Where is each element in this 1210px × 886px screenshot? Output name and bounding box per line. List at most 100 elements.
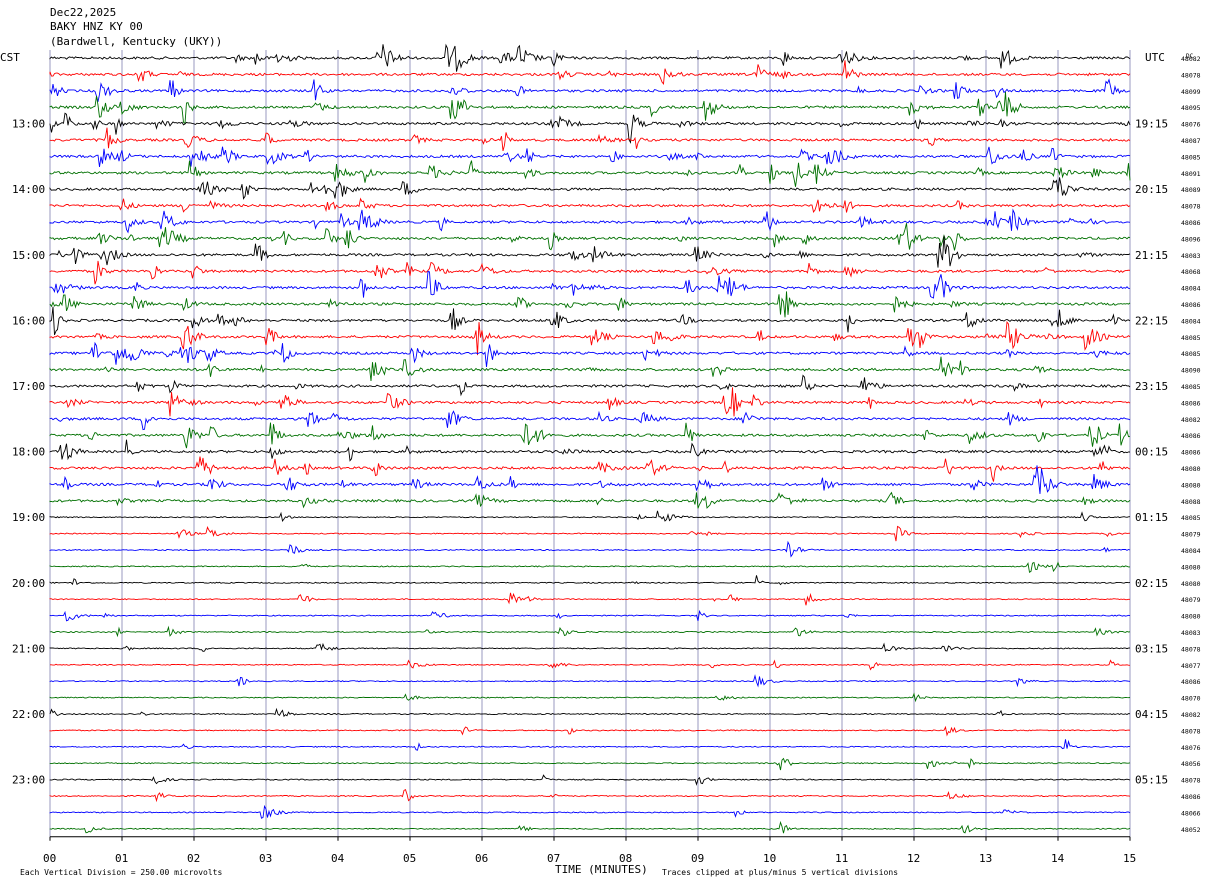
dc-offset-labels: 48082 48078 48099 48095 48076 48087 48085 48091… <box>1181 55 1201 834</box>
dc-offset-label: 48086 <box>1181 219 1201 227</box>
seismic-trace <box>49 820 1131 834</box>
seismic-trace <box>49 341 1131 367</box>
dc-offset-label: 48084 <box>1181 547 1201 555</box>
x-tick-label: 13 <box>979 852 992 865</box>
x-tick-label: 09 <box>691 852 704 865</box>
minute-grid <box>49 50 1131 838</box>
seismic-trace <box>49 356 1131 382</box>
cst-time-label: 16:00 <box>12 314 45 327</box>
utc-time-label: 23:15 <box>1135 380 1168 393</box>
seismic-trace <box>49 223 1131 251</box>
utc-time-label: 01:15 <box>1135 511 1168 524</box>
seismic-trace <box>49 674 1131 688</box>
x-tick-label: 05 <box>403 852 416 865</box>
clip-note: Traces clipped at plus/minus 5 vertical … <box>662 868 898 877</box>
dc-offset-label: 48078 <box>1181 71 1201 79</box>
dc-offset-label: 48086 <box>1181 793 1201 801</box>
cst-time-label: 14:00 <box>12 183 45 196</box>
dc-offset-label: 48099 <box>1181 88 1201 96</box>
seismic-trace <box>49 160 1131 187</box>
cst-time-label: 20:00 <box>12 577 45 590</box>
dc-offset-label: 48085 <box>1181 383 1201 391</box>
station-code: BAKY HNZ KY 00 <box>50 20 143 33</box>
seismic-trace <box>49 320 1131 356</box>
utc-time-label: 05:15 <box>1135 774 1168 787</box>
dc-offset-label: 48085 <box>1181 514 1201 522</box>
left-zone-label: CST <box>0 51 20 64</box>
dc-offset-label: 48082 <box>1181 416 1201 424</box>
seismic-trace <box>49 609 1131 622</box>
dc-offset-label: 48085 <box>1181 334 1201 342</box>
seismic-trace <box>49 625 1131 638</box>
dc-offset-label: 48082 <box>1181 711 1201 719</box>
x-tick-label: 07 <box>547 852 560 865</box>
dc-offset-label: 48086 <box>1181 399 1201 407</box>
dc-offset-label: 48086 <box>1181 301 1201 309</box>
dc-offset-label: 48083 <box>1181 252 1201 260</box>
seismic-trace <box>49 757 1131 771</box>
seismic-trace <box>49 804 1131 819</box>
seismic-trace <box>49 260 1131 285</box>
cst-time-label: 15:00 <box>12 249 45 262</box>
dc-offset-label: 48096 <box>1181 235 1201 243</box>
seismic-trace <box>49 456 1131 482</box>
cst-time-label: 22:00 <box>12 708 45 721</box>
x-tick-label: 15 <box>1123 852 1136 865</box>
x-tick-label: 08 <box>619 852 632 865</box>
dc-offset-label: 48078 <box>1181 645 1201 653</box>
cst-time-label: 23:00 <box>12 774 45 787</box>
x-tick-label: 00 <box>43 852 56 865</box>
dc-offset-label: 48079 <box>1181 531 1201 539</box>
seismic-trace <box>49 575 1131 586</box>
dc-offset-label: 48080 <box>1181 481 1201 489</box>
seismic-trace <box>49 491 1131 509</box>
x-tick-label: 06 <box>475 852 488 865</box>
x-tick-label: 10 <box>763 852 776 865</box>
seismic-trace <box>49 592 1130 606</box>
station-location: (Bardwell, Kentucky (UKY)) <box>50 35 222 48</box>
seismic-trace <box>49 510 1131 522</box>
seismic-trace <box>49 692 1131 703</box>
dc-offset-label: 48080 <box>1181 563 1201 571</box>
dc-offset-label: 48080 <box>1181 580 1201 588</box>
x-tick-label: 14 <box>1051 852 1065 865</box>
seismic-trace <box>49 725 1131 737</box>
seismic-trace <box>49 208 1131 234</box>
cst-time-label: 21:00 <box>12 642 45 655</box>
seismic-trace <box>49 91 1131 125</box>
seismic-trace <box>49 177 1131 200</box>
x-tick-label: 01 <box>115 852 128 865</box>
seismic-trace <box>49 127 1131 152</box>
right-zone-label: UTC <box>1145 51 1165 64</box>
x-tick-label: 12 <box>907 852 920 865</box>
seismic-trace <box>49 235 1131 268</box>
seismic-trace <box>49 465 1131 494</box>
seismic-trace <box>49 739 1130 751</box>
utc-time-label: 04:15 <box>1135 708 1168 721</box>
x-tick-label: 03 <box>259 852 272 865</box>
seismic-trace <box>49 112 1131 144</box>
seismic-trace <box>49 60 1131 86</box>
seismic-trace <box>49 642 1131 652</box>
utc-time-label: 22:15 <box>1135 314 1168 327</box>
dc-offset-label: 48086 <box>1181 678 1201 686</box>
seismic-trace <box>49 788 1131 803</box>
utc-time-label: 02:15 <box>1135 577 1168 590</box>
seismic-trace <box>49 306 1131 336</box>
seismic-trace <box>49 197 1131 214</box>
seismic-trace <box>49 774 1131 786</box>
seismic-trace <box>49 422 1131 449</box>
dc-offset-label: 48083 <box>1181 629 1201 637</box>
cst-time-label: 13:00 <box>12 118 45 131</box>
dc-offset-label: 48052 <box>1181 826 1201 834</box>
dc-offset-label: 48076 <box>1181 121 1201 129</box>
seismic-trace <box>49 439 1131 462</box>
dc-offset-label: 48078 <box>1181 203 1201 211</box>
dc-offset-label: 48080 <box>1181 465 1201 473</box>
seismic-trace <box>49 270 1131 299</box>
dc-offset-label: 48080 <box>1181 613 1201 621</box>
dc-offset-label: 48089 <box>1181 186 1201 194</box>
dc-offset-label: 48084 <box>1181 285 1201 293</box>
dc-offset-label: 48070 <box>1181 695 1201 703</box>
